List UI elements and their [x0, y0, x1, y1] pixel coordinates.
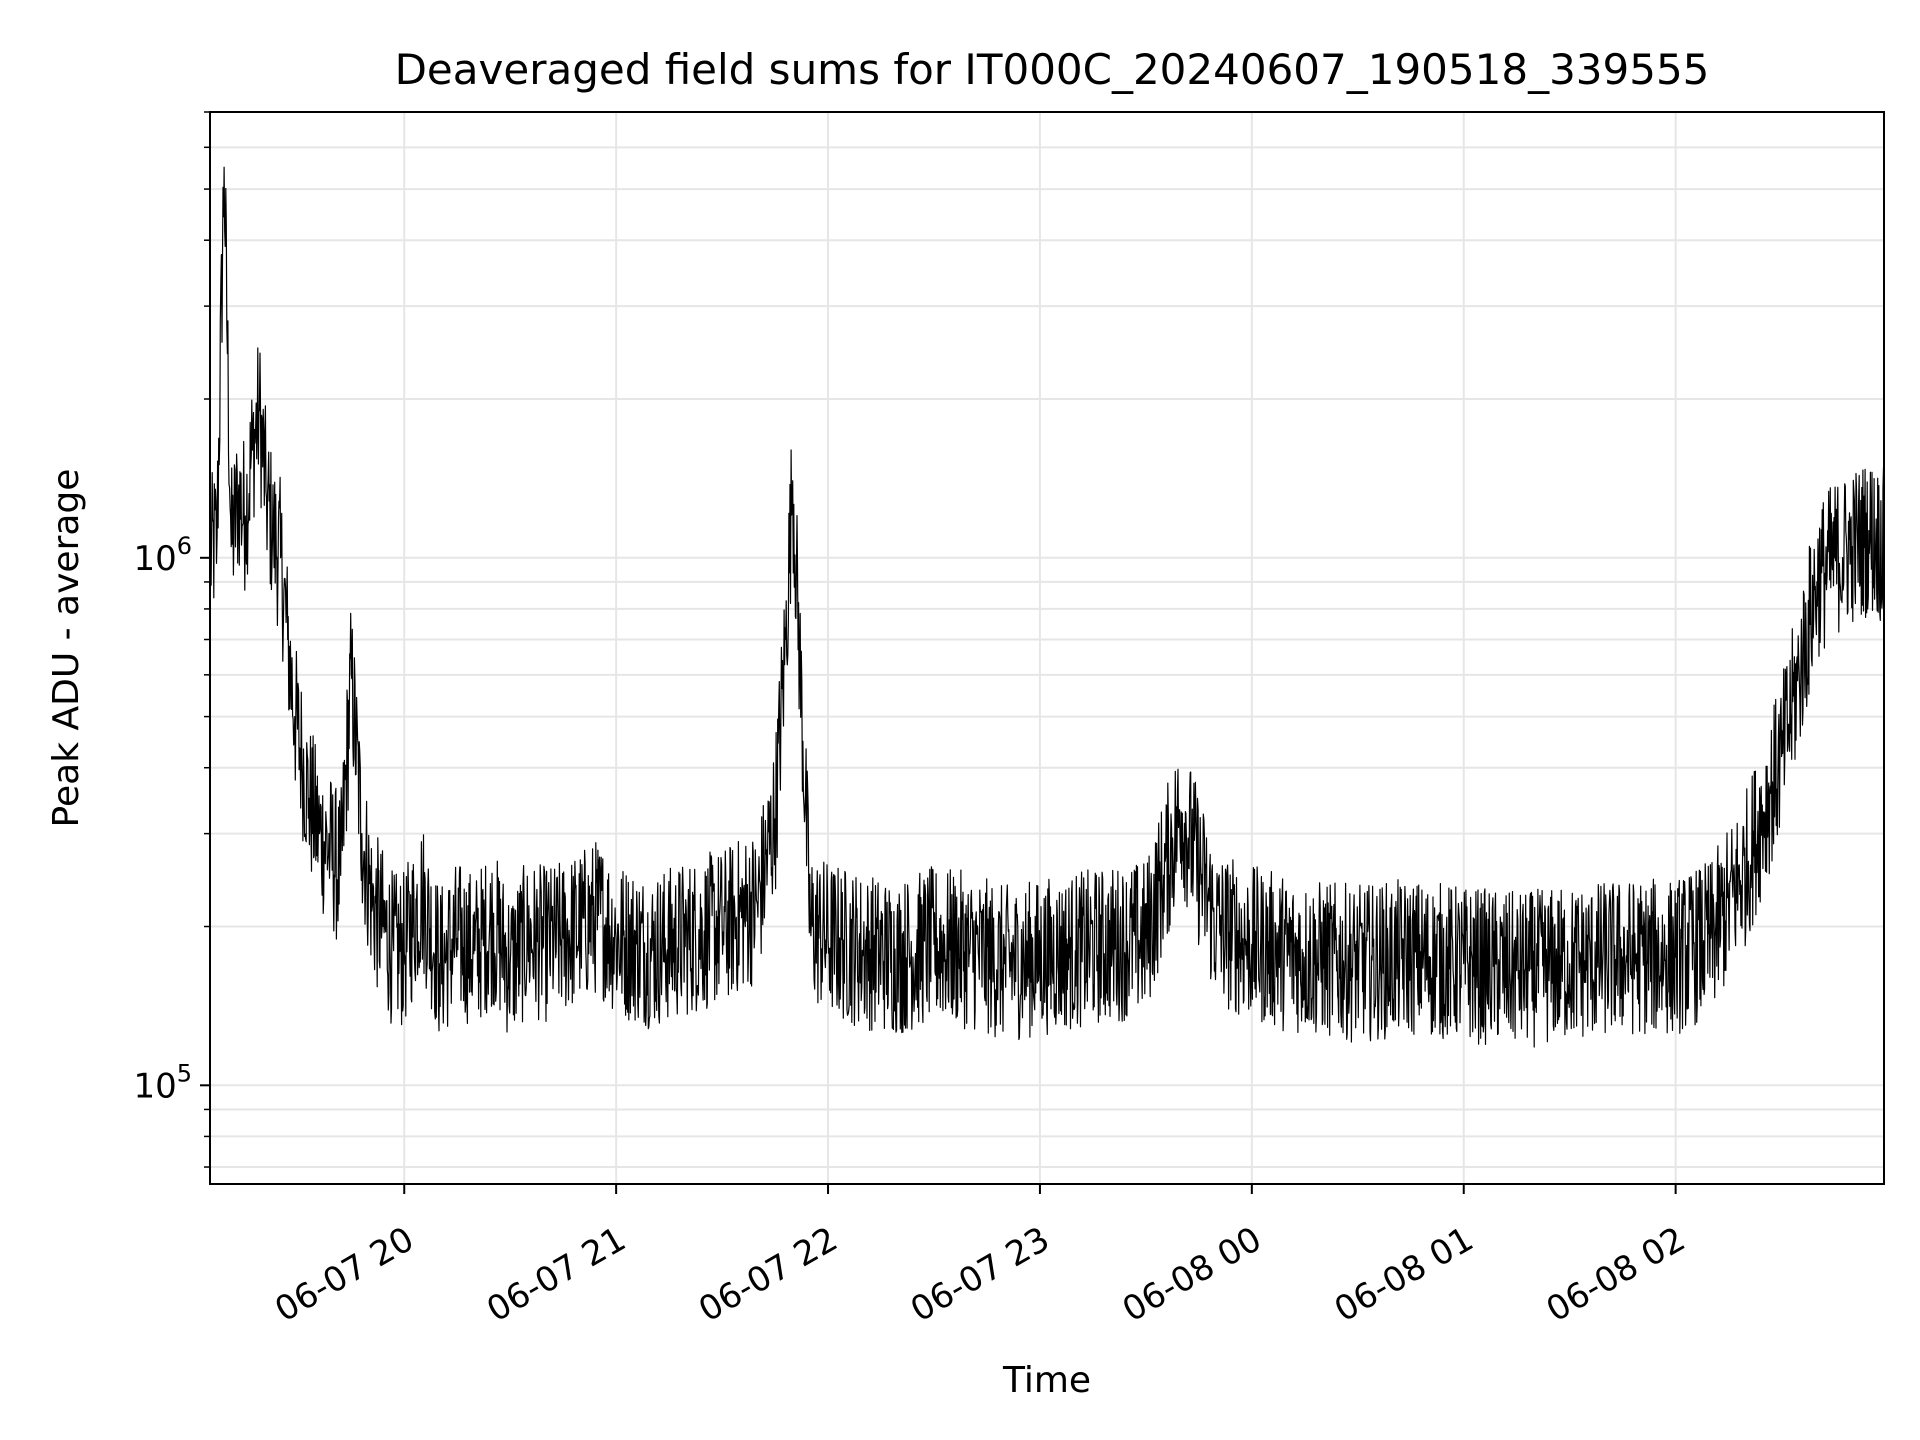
y-tick-label: 105 [133, 1059, 192, 1106]
y-axis-label: Peak ADU - average [46, 469, 87, 828]
y-tick-label: 106 [133, 532, 192, 579]
y-tick-base: 10 [133, 1066, 176, 1106]
series-line [209, 166, 1885, 1048]
y-tick-exponent: 5 [177, 1059, 192, 1087]
x-axis-label: Time [1002, 1360, 1091, 1401]
grid-lines [210, 111, 1884, 1184]
series-group [209, 166, 1885, 1048]
y-tick-exponent: 6 [177, 532, 192, 560]
y-tick-base: 10 [133, 539, 176, 579]
chart-title: Deaveraged field sums for IT000C_2024060… [395, 45, 1710, 94]
plot-frame [209, 111, 1885, 1185]
